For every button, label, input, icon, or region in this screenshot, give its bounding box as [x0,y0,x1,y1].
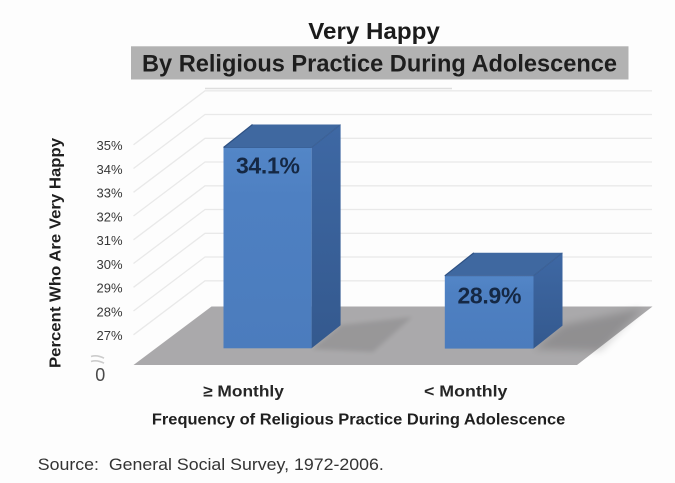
svg-text:Very Happy: Very Happy [308,18,440,44]
svg-text:Source: General Social Survey: Source: General Social Survey, 1972-2006… [38,455,384,474]
svg-text:30%: 30% [97,257,123,272]
svg-text:34.1%: 34.1% [236,152,300,178]
svg-text:Frequency of Religious Practic: Frequency of Religious Practice During A… [152,412,566,429]
svg-text:28.9%: 28.9% [457,283,521,309]
svg-text:0: 0 [95,365,105,385]
svg-text:< Monthly: < Monthly [424,383,508,400]
svg-text:31%: 31% [97,233,123,248]
svg-text:≥ Monthly: ≥ Monthly [203,383,284,400]
svg-text:By Religious Practice During A: By Religious Practice During Adolescence [142,51,617,78]
svg-text:28%: 28% [97,304,123,319]
svg-text:Percent Who Are Very Happy: Percent Who Are Very Happy [48,138,65,368]
svg-text:35%: 35% [97,138,123,153]
svg-text:32%: 32% [97,209,123,224]
svg-text:33%: 33% [97,186,123,201]
svg-text:29%: 29% [97,281,123,296]
svg-text:27%: 27% [97,328,123,343]
svg-text:34%: 34% [97,162,123,177]
